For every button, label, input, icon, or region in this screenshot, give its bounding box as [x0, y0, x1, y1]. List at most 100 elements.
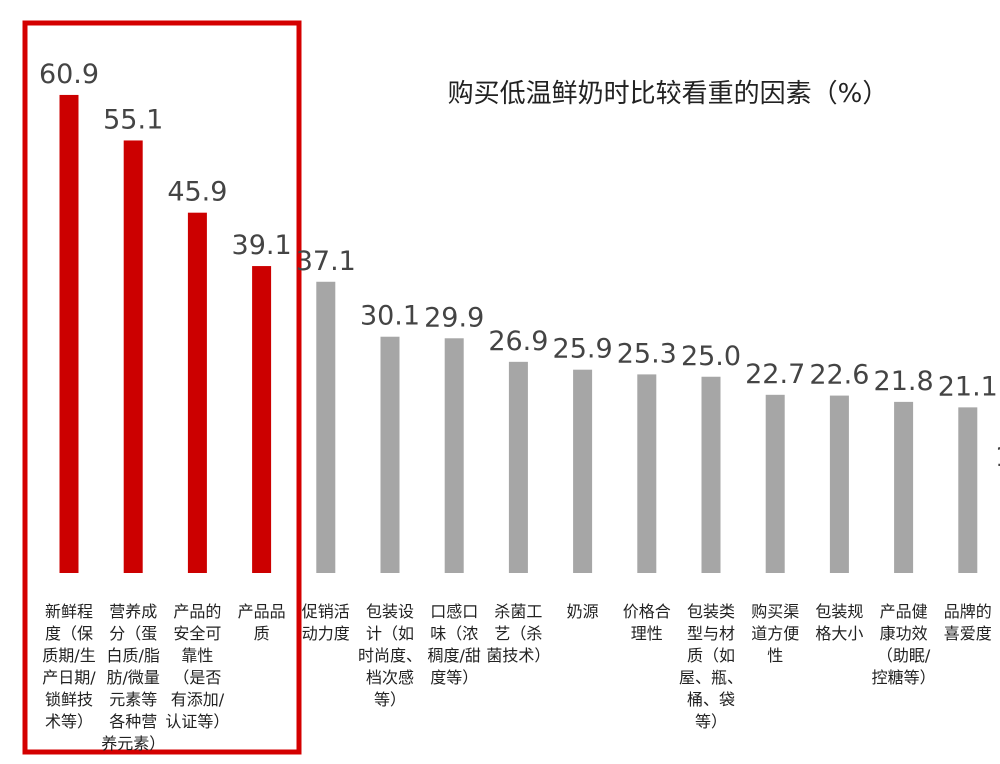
- category-label-line: 价格合: [623, 602, 671, 621]
- category-label-line: 计（如: [366, 624, 414, 643]
- category-label-line: 稠度/甜: [427, 646, 480, 665]
- category-label-line: 品牌的: [944, 602, 992, 621]
- category-label-line: 动力度: [302, 624, 350, 643]
- category-label-10: 价格合理性: [623, 602, 671, 643]
- value-label-15: 21.1: [938, 371, 998, 402]
- category-label-line: 味（浓: [430, 624, 478, 643]
- category-label-6: 包装设计（如时尚度、档次感等）: [358, 602, 422, 709]
- category-label-line: 质: [254, 624, 270, 643]
- category-label-line: 包装设: [366, 602, 414, 621]
- value-label-14: 21.8: [874, 366, 934, 397]
- chart-title: 购买低温鲜奶时比较看重的因素（%）: [448, 79, 889, 109]
- category-label-line: 元素等: [109, 690, 157, 709]
- category-label-line: 安全可: [173, 624, 221, 643]
- category-label-line: 肪/微量: [106, 668, 159, 687]
- category-label-line: 型与材: [687, 624, 735, 643]
- bar-14: [894, 401, 914, 573]
- category-label-line: （助眠/: [877, 646, 931, 665]
- category-label-line: 认证等）: [165, 712, 229, 731]
- value-label-12: 22.7: [745, 359, 805, 390]
- category-label-line: 包装规: [815, 602, 863, 621]
- category-label-line: 质期/生: [42, 646, 95, 665]
- bar-5: [316, 281, 336, 573]
- category-label-line: 促销活: [302, 602, 350, 621]
- category-label-2: 营养成分（蛋白质/脂肪/微量元素等各种营养元素）: [101, 602, 165, 753]
- category-label-line: 杀菌工: [494, 602, 542, 621]
- category-label-4: 产品品质: [238, 602, 286, 643]
- highlight-frame: [22, 20, 302, 755]
- category-label-line: （是否: [173, 668, 221, 687]
- category-label-11: 包装类型与材质（如屋、瓶、桶、袋等）: [679, 602, 743, 731]
- bar-7: [444, 338, 464, 573]
- bar-10: [637, 374, 657, 573]
- value-label-8: 26.9: [488, 326, 548, 357]
- category-label-line: 菌技术）: [486, 646, 550, 665]
- category-label-line: 养元素）: [101, 734, 165, 753]
- cutoff-value-label: 1: [995, 442, 1000, 473]
- category-label-line: 包装类: [687, 602, 735, 621]
- value-label-10: 25.3: [617, 338, 677, 369]
- category-label-line: 时尚度、: [358, 646, 422, 665]
- value-label-6: 30.1: [360, 301, 420, 332]
- category-label-line: 桶、袋: [687, 690, 735, 709]
- value-label-2: 55.1: [103, 104, 163, 135]
- bar-15: [958, 407, 978, 573]
- category-label-line: 奶源: [567, 602, 599, 621]
- value-label-4: 39.1: [232, 230, 292, 261]
- category-label-line: 度（保: [45, 624, 93, 643]
- category-label-line: 康功效: [880, 624, 928, 643]
- category-label-line: 有添加/: [171, 690, 225, 709]
- value-label-5: 37.1: [296, 246, 356, 277]
- category-label-line: 口感口: [430, 602, 478, 621]
- category-label-line: 喜爱度: [944, 624, 992, 643]
- value-label-13: 22.6: [809, 360, 869, 391]
- category-label-line: 产日期/: [42, 668, 96, 687]
- value-label-1: 60.9: [39, 59, 99, 90]
- category-label-15: 品牌的喜爱度: [944, 602, 992, 643]
- category-label-line: 格大小: [815, 624, 863, 643]
- value-label-3: 45.9: [167, 177, 227, 208]
- category-label-line: 控糖等）: [872, 668, 936, 687]
- category-label-line: 靠性: [181, 646, 213, 665]
- category-label-line: 产品的: [173, 602, 221, 621]
- bar-1: [59, 94, 79, 573]
- value-label-9: 25.9: [553, 334, 613, 365]
- category-label-7: 口感口味（浓稠度/甜度等）: [427, 602, 480, 687]
- category-label-line: 理性: [631, 624, 663, 643]
- category-label-12: 购买渠道方便性: [751, 602, 799, 665]
- category-label-line: 新鲜程: [45, 602, 93, 621]
- category-label-line: 质（如: [687, 646, 735, 665]
- category-label-line: 度等）: [430, 668, 478, 687]
- category-label-line: 档次感: [366, 668, 414, 687]
- bars-layer: [59, 94, 978, 573]
- category-label-line: 营养成: [109, 602, 157, 621]
- bar-8: [508, 361, 528, 573]
- category-label-9: 奶源: [567, 602, 599, 621]
- bar-12: [765, 394, 785, 573]
- category-labels-layer: 新鲜程度（保质期/生产日期/锁鲜技术等）营养成分（蛋白质/脂肪/微量元素等各种营…: [42, 602, 992, 753]
- bar-9: [573, 369, 593, 573]
- bar-4: [252, 266, 272, 573]
- category-label-5: 促销活动力度: [302, 602, 350, 643]
- category-label-line: 道方便: [751, 624, 799, 643]
- category-label-line: 白质/脂: [106, 646, 159, 665]
- category-label-8: 杀菌工艺（杀菌技术）: [486, 602, 550, 665]
- category-label-line: 性: [767, 646, 783, 665]
- category-label-line: 锁鲜技: [45, 690, 93, 709]
- value-labels-layer: 60.955.1 45.939.137.130.1 29.926.9 25.9 25.3…: [39, 59, 998, 402]
- bar-13: [829, 395, 849, 573]
- value-label-11: 25.0: [681, 341, 741, 372]
- category-label-line: 术等）: [45, 712, 93, 731]
- category-label-line: 购买渠: [751, 602, 799, 621]
- value-label-7: 29.9: [424, 302, 484, 333]
- category-label-line: 产品品: [238, 602, 286, 621]
- category-label-line: 等）: [374, 690, 406, 709]
- category-label-13: 包装规格大小: [815, 602, 863, 643]
- category-label-line: 艺（杀: [494, 624, 542, 643]
- category-label-line: 产品健: [880, 602, 928, 621]
- category-label-1: 新鲜程度（保质期/生产日期/锁鲜技术等）: [42, 602, 96, 731]
- category-label-line: 屋、瓶、: [679, 668, 743, 687]
- bar-2: [123, 140, 143, 573]
- category-label-line: 各种营: [109, 712, 157, 731]
